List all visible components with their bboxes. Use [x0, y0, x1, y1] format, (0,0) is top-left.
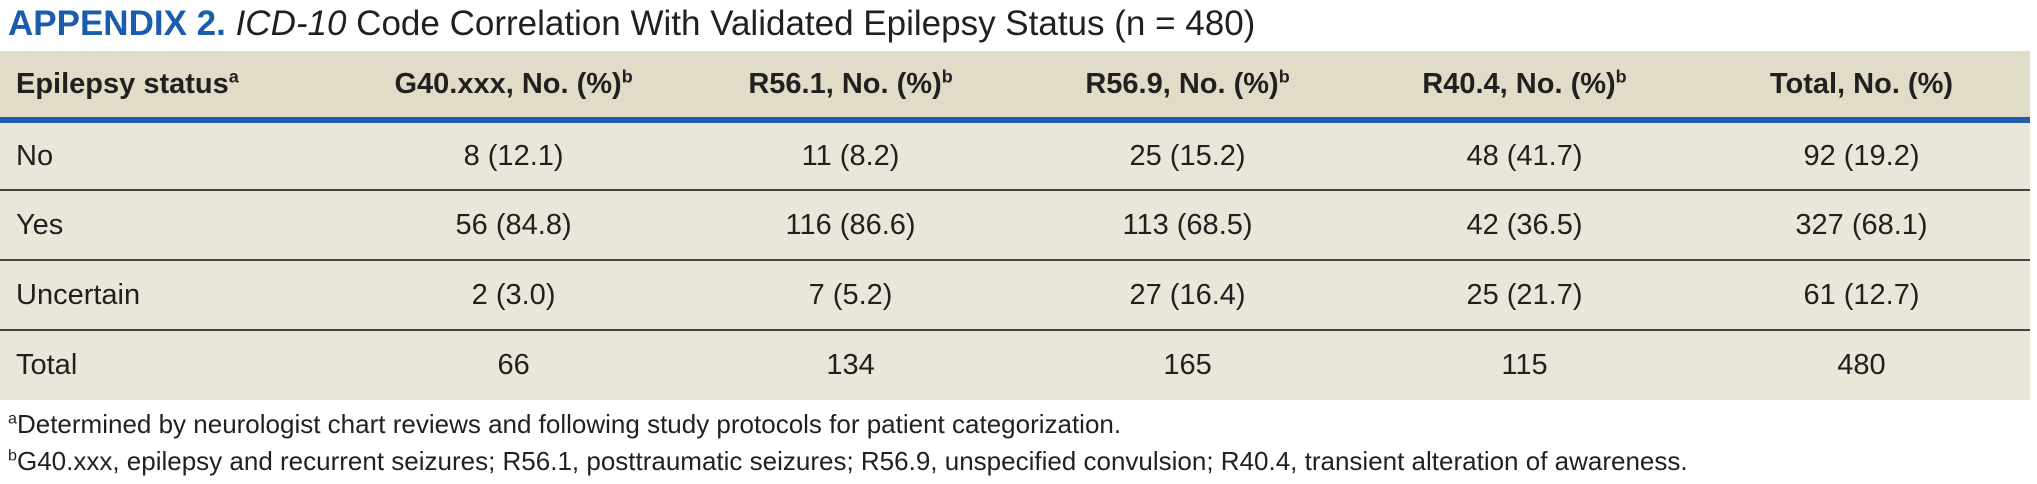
data-cell: 115 — [1356, 330, 1693, 400]
appendix-number-label: APPENDIX 2. — [8, 4, 226, 43]
table-row-no: No 8 (12.1) 11 (8.2) 25 (15.2) 48 (41.7)… — [0, 120, 2030, 191]
data-cell: 7 (5.2) — [682, 260, 1020, 331]
title-text: Code Correlation With Validated Epilepsy… — [346, 4, 1256, 43]
data-cell: 25 (21.7) — [1356, 260, 1693, 331]
column-header-g40: G40.xxx, No. (%)b — [345, 51, 683, 123]
footnote-a-marker: a — [8, 409, 17, 428]
column-header-epilepsy-status: Epilepsy statusa — [0, 51, 346, 123]
data-cell: 113 (68.5) — [1019, 190, 1356, 261]
title-italic-code: ICD-10 — [225, 4, 347, 43]
data-cell: 92 (19.2) — [1692, 120, 2030, 191]
data-cell: 2 (3.0) — [345, 260, 683, 331]
column-header-r404: R40.4, No. (%)b — [1356, 51, 1693, 123]
footnote-a: aDetermined by neurologist chart reviews… — [8, 406, 2029, 443]
column-header-label: R56.1, No. (%) — [748, 67, 942, 100]
column-header-label: G40.xxx, No. (%) — [394, 67, 622, 100]
data-cell: 327 (68.1) — [1692, 190, 2030, 261]
data-cell: 134 — [682, 330, 1020, 400]
footnote-b: bG40.xxx, epilepsy and recurrent seizure… — [8, 443, 2029, 480]
data-cell: 66 — [345, 330, 683, 400]
table-title: APPENDIX 2. ICD-10 Code Correlation With… — [0, 0, 2037, 51]
footnote-marker-b: b — [941, 65, 953, 86]
table-row-yes: Yes 56 (84.8) 116 (86.6) 113 (68.5) 42 (… — [0, 190, 2030, 261]
data-cell: 42 (36.5) — [1356, 190, 1693, 261]
row-label-cell: Total — [0, 330, 346, 400]
data-cell: 56 (84.8) — [345, 190, 683, 261]
table-row-total: Total 66 134 165 115 480 — [0, 330, 2030, 400]
footnote-a-text: Determined by neurologist chart reviews … — [16, 409, 1122, 439]
icd10-correlation-table: Epilepsy statusa G40.xxx, No. (%)b R56.1… — [0, 51, 2030, 400]
row-label-cell: No — [0, 120, 346, 191]
footnote-marker-b: b — [1278, 65, 1290, 86]
row-label-cell: Uncertain — [0, 260, 346, 331]
data-cell: 165 — [1019, 330, 1356, 400]
column-header-label: R56.9, No. (%) — [1085, 67, 1279, 100]
table-row-uncertain: Uncertain 2 (3.0) 7 (5.2) 27 (16.4) 25 (… — [0, 260, 2030, 331]
column-header-label: Epilepsy status — [16, 67, 229, 100]
footnote-b-text: G40.xxx, epilepsy and recurrent seizures… — [16, 446, 1688, 476]
data-cell: 27 (16.4) — [1019, 260, 1356, 331]
column-header-r561: R56.1, No. (%)b — [682, 51, 1020, 123]
data-cell: 61 (12.7) — [1692, 260, 2030, 331]
column-header-total: Total, No. (%) — [1692, 51, 2030, 123]
footnote-marker-b: b — [621, 65, 633, 86]
data-cell: 25 (15.2) — [1019, 120, 1356, 191]
footnotes-section: aDetermined by neurologist chart reviews… — [0, 400, 2037, 480]
column-header-label: Total, No. (%) — [1769, 67, 1954, 100]
footnote-b-marker: b — [8, 446, 17, 465]
data-cell: 11 (8.2) — [682, 120, 1020, 191]
column-header-label: R40.4, No. (%) — [1422, 67, 1616, 100]
data-cell: 8 (12.1) — [345, 120, 683, 191]
data-cell: 116 (86.6) — [682, 190, 1020, 261]
table-header-row: Epilepsy statusa G40.xxx, No. (%)b R56.1… — [0, 51, 2030, 123]
footnote-marker-a: a — [228, 65, 239, 86]
column-header-r569: R56.9, No. (%)b — [1019, 51, 1356, 123]
data-cell: 480 — [1692, 330, 2030, 400]
row-label-cell: Yes — [0, 190, 346, 261]
data-cell: 48 (41.7) — [1356, 120, 1693, 191]
footnote-marker-b: b — [1615, 65, 1627, 86]
